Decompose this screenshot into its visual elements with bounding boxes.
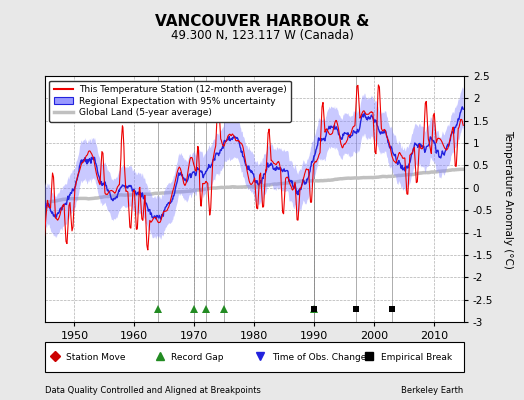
Text: 49.300 N, 123.117 W (Canada): 49.300 N, 123.117 W (Canada) [171,29,353,42]
Text: VANCOUVER HARBOUR &: VANCOUVER HARBOUR & [155,14,369,30]
Legend: This Temperature Station (12-month average), Regional Expectation with 95% uncer: This Temperature Station (12-month avera… [49,80,291,122]
FancyBboxPatch shape [45,342,464,372]
Text: Berkeley Earth: Berkeley Earth [401,386,464,395]
Y-axis label: Temperature Anomaly (°C): Temperature Anomaly (°C) [503,130,512,268]
Text: Data Quality Controlled and Aligned at Breakpoints: Data Quality Controlled and Aligned at B… [45,386,260,395]
Text: Station Move: Station Move [67,352,126,362]
Text: Empirical Break: Empirical Break [381,352,452,362]
Text: Time of Obs. Change: Time of Obs. Change [272,352,366,362]
Text: Record Gap: Record Gap [171,352,224,362]
